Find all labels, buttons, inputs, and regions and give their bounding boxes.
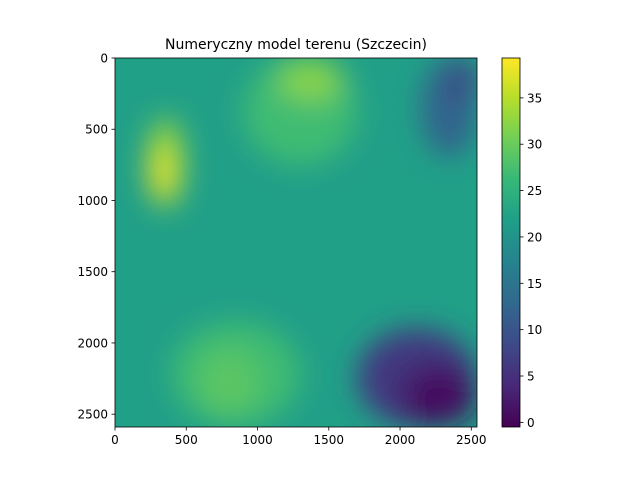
- x-tick-label: 2000: [385, 433, 416, 447]
- colorbar: 0 5 10 15 20 25 30 35: [502, 58, 542, 430]
- terrain-feature: [450, 58, 477, 101]
- chart-title: Numeryczny model terenu (Szczecin): [165, 37, 427, 53]
- terrain-feature: [149, 146, 175, 200]
- terrain-feature: [279, 58, 343, 101]
- y-tick-label: 500: [85, 123, 108, 137]
- x-tick-label: 500: [175, 433, 198, 447]
- colorbar-tick-label: 35: [527, 91, 542, 105]
- colorbar-axis: 0 5 10 15 20 25 30 35: [520, 91, 542, 429]
- x-tick-label: 0: [111, 433, 119, 447]
- x-tick-label: 1500: [314, 433, 345, 447]
- colorbar-tick-label: 15: [527, 277, 542, 291]
- colorbar-bar: [502, 58, 520, 427]
- colorbar-tick-label: 0: [527, 416, 535, 430]
- x-axis: 0 500 1000 1500 2000 2500: [111, 427, 486, 447]
- colorbar-tick-label: 10: [527, 323, 542, 337]
- y-tick-label: 0: [100, 52, 108, 66]
- y-tick-label: 2000: [77, 336, 108, 350]
- colorbar-tick-label: 5: [527, 370, 535, 384]
- terrain-feature: [201, 350, 258, 414]
- y-tick-label: 1500: [77, 265, 108, 279]
- terrain-feature: [400, 364, 477, 427]
- y-tick-label: 1000: [77, 194, 108, 208]
- colorbar-tick-label: 20: [527, 230, 542, 244]
- colorbar-tick-label: 30: [527, 138, 542, 152]
- y-tick-label: 2500: [77, 408, 108, 422]
- x-tick-label: 2500: [456, 433, 487, 447]
- x-tick-label: 1000: [242, 433, 273, 447]
- colorbar-tick-label: 25: [527, 184, 542, 198]
- y-axis: 0 500 1000 1500 2000 2500: [77, 52, 115, 422]
- plot-area: 0 500 1000 1500 2000 2500 0 500 1000 1500 2000 250…: [77, 52, 486, 448]
